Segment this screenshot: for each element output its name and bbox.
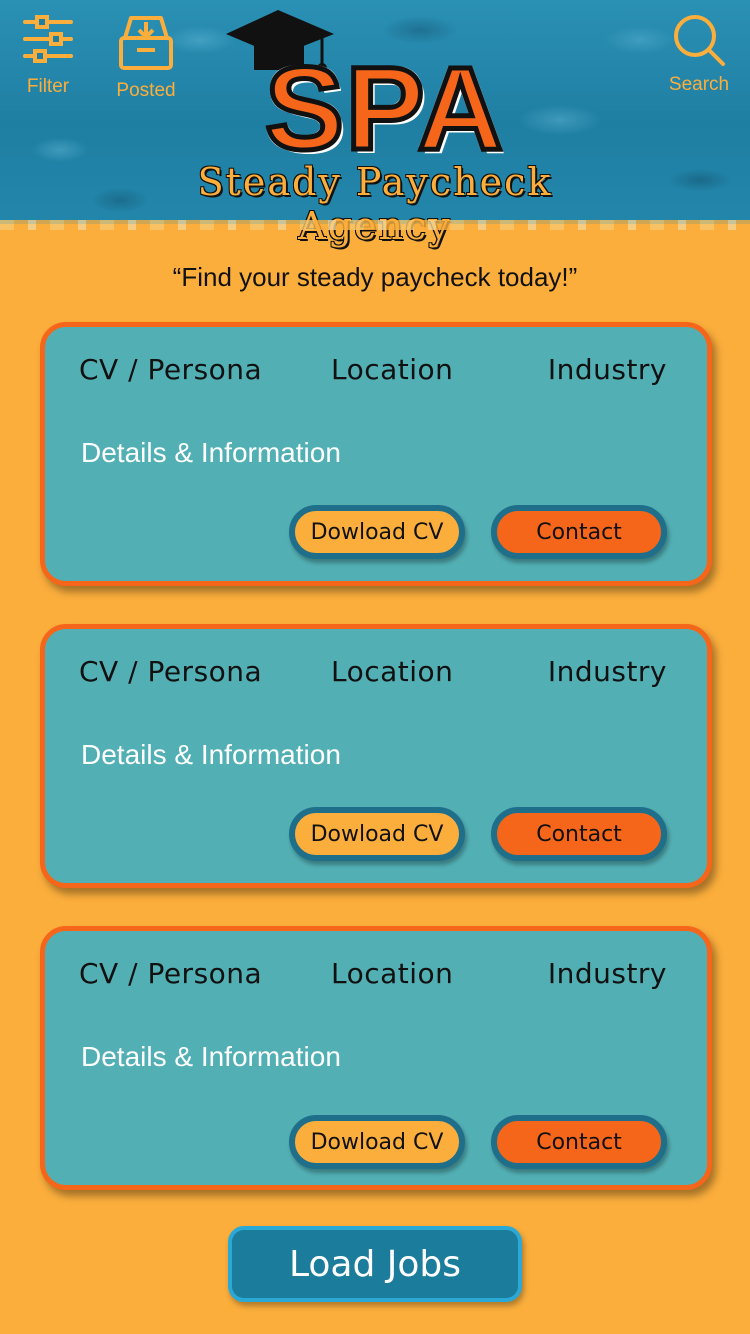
logo-subtitle: Steady Paycheck Agency [197,160,553,248]
details-text: Details & Information [81,739,341,770]
location-label: Location [331,957,454,990]
details-text: Details & Information [81,437,341,468]
details-text: Details & Information [81,1041,341,1072]
contact-button[interactable]: Contact [491,1115,667,1169]
location-label: Location [331,353,454,386]
download-cv-button[interactable]: Dowload CV [289,1115,465,1169]
location-label: Location [331,655,454,688]
job-card: CV / Persona Location Industry Details &… [40,926,712,1190]
cv-persona-label: CV / Persona [79,655,263,688]
download-tray-icon [119,16,173,70]
job-card: CV / Persona Location Industry Details &… [40,624,712,888]
graduation-cap-icon [226,10,334,73]
industry-label: Industry [547,655,667,688]
download-cv-button[interactable]: Dowload CV [289,807,465,861]
search-button[interactable]: Search [660,12,738,96]
search-icon [674,15,725,66]
cv-persona-label: CV / Persona [79,957,263,990]
contact-button[interactable]: Contact [491,807,667,861]
spa-logo: SPA Steady Paycheck Agency [130,0,620,248]
posted-button[interactable]: Posted [108,14,184,102]
industry-label: Industry [547,353,667,386]
contact-button[interactable]: Contact [491,505,667,559]
industry-label: Industry [547,957,667,990]
logo-text: SPA [263,43,506,175]
posted-label: Posted [116,80,176,101]
tagline: “Find your steady paycheck today!” [172,262,578,292]
job-card: CV / Persona Location Industry Details &… [40,322,712,586]
filter-label: Filter [26,76,70,97]
cv-persona-label: CV / Persona [79,353,263,386]
sliders-icon [23,15,73,63]
app-header: Filter Posted SPA Steady Paycheck Agency [0,0,750,248]
search-label: Search [668,74,730,95]
download-cv-button[interactable]: Dowload CV [289,505,465,559]
load-jobs-button[interactable]: Load Jobs [228,1226,522,1302]
filter-button[interactable]: Filter [14,12,82,98]
